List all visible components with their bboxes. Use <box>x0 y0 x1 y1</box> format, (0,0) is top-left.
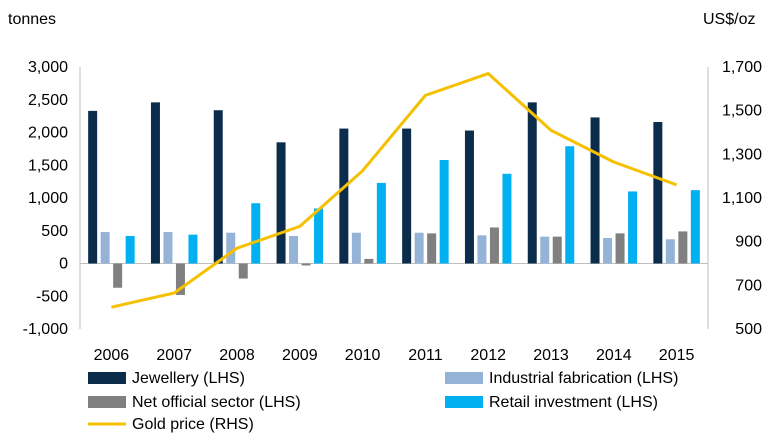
bar-net-official-sector-lhs <box>301 263 311 266</box>
bar-retail-investment-lhs <box>502 173 512 264</box>
plot-area: 3,000 2,500 2,000 1,500 1,000 500 0 -500 -1,000 1… <box>23 59 762 364</box>
bar-jewellery-lhs <box>88 110 98 264</box>
legend-label-retail-investment-lhs: Retail investment (LHS) <box>489 394 658 411</box>
bar-industrial-fabrication-lhs <box>665 239 675 264</box>
bar-jewellery-lhs <box>339 128 349 264</box>
right-tick-label: 1,100 <box>722 190 762 207</box>
bar-retail-investment-lhs <box>251 203 261 264</box>
bar-industrial-fabrication-lhs <box>540 236 550 264</box>
bar-jewellery-lhs <box>213 110 223 264</box>
right-tick-label: 500 <box>735 321 762 338</box>
bar-retail-investment-lhs <box>439 160 449 264</box>
bar-jewellery-lhs <box>402 128 412 264</box>
bar-jewellery-lhs <box>276 142 286 264</box>
gold-price-line <box>111 72 678 309</box>
bar-retail-investment-lhs <box>188 234 198 264</box>
legend-label-gold-price-rhs: Gold price (RHS) <box>132 416 254 433</box>
bar-retail-investment-lhs <box>125 235 135 264</box>
legend-label-industrial-fabrication-lhs: Industrial fabrication (LHS) <box>489 370 678 387</box>
legend-swatch-retail-investment-lhs <box>445 396 483 408</box>
bar-jewellery-lhs <box>464 130 474 264</box>
bar-industrial-fabrication-lhs <box>100 232 110 264</box>
bar-jewellery-lhs <box>653 122 663 264</box>
bar-retail-investment-lhs <box>314 208 324 264</box>
bar-net-official-sector-lhs <box>678 231 688 264</box>
left-tick-label: 2,500 <box>28 92 68 109</box>
bar-retail-investment-lhs <box>565 146 575 264</box>
bar-net-official-sector-lhs <box>175 263 185 295</box>
legend-label-jewellery-lhs: Jewellery (LHS) <box>132 370 245 387</box>
x-tick-label: 2011 <box>408 347 443 364</box>
bar-jewellery-lhs <box>150 102 160 264</box>
bar-net-official-sector-lhs <box>364 258 374 264</box>
x-tick-label: 2008 <box>219 347 255 364</box>
bar-net-official-sector-lhs <box>489 227 499 264</box>
bar-net-official-sector-lhs <box>113 263 123 288</box>
x-tick-label: 2014 <box>596 347 632 364</box>
right-axis-unit: US$/oz <box>703 11 755 28</box>
left-tick-label: -500 <box>36 288 68 305</box>
bar-industrial-fabrication-lhs <box>414 232 424 264</box>
x-tick-label: 2013 <box>533 347 569 364</box>
bar-retail-investment-lhs <box>376 182 386 264</box>
x-tick-label: 2015 <box>659 347 695 364</box>
x-tick-label: 2009 <box>282 347 318 364</box>
bar-retail-investment-lhs <box>690 190 700 264</box>
bar-industrial-fabrication-lhs <box>603 237 613 264</box>
right-tick-label: 1,700 <box>722 59 762 76</box>
bar-industrial-fabrication-lhs <box>226 232 236 264</box>
right-tick-label: 700 <box>735 277 762 294</box>
legend-swatch-net-official-sector-lhs <box>88 396 126 408</box>
bar-industrial-fabrication-lhs <box>477 235 487 264</box>
x-tick-label: 2006 <box>94 347 130 364</box>
right-tick-label: 1,300 <box>722 146 762 163</box>
right-tick-label: 900 <box>735 234 762 251</box>
bar-jewellery-lhs <box>527 102 537 264</box>
legend-swatch-jewellery-lhs <box>88 372 126 384</box>
bar-net-official-sector-lhs <box>552 236 562 264</box>
bar-jewellery-lhs <box>590 117 600 264</box>
bar-industrial-fabrication-lhs <box>351 232 361 264</box>
left-tick-label: 1,000 <box>28 190 68 207</box>
x-tick-label: 2010 <box>345 347 381 364</box>
left-axis-unit: tonnes <box>8 11 56 28</box>
left-tick-label: 2,000 <box>28 125 68 142</box>
bar-net-official-sector-lhs <box>238 263 248 279</box>
left-tick-label: 0 <box>59 256 68 273</box>
bar-net-official-sector-lhs <box>615 233 625 264</box>
legend: Jewellery (LHS) Industrial fabrication (L… <box>88 370 678 433</box>
bar-retail-investment-lhs <box>628 191 638 264</box>
left-tick-label: 3,000 <box>28 59 68 76</box>
bar-net-official-sector-lhs <box>427 233 437 264</box>
legend-label-net-official-sector-lhs: Net official sector (LHS) <box>132 394 301 411</box>
left-tick-label: -1,000 <box>23 321 68 338</box>
left-tick-label: 1,500 <box>28 157 68 174</box>
x-tick-label: 2007 <box>156 347 192 364</box>
bar-industrial-fabrication-lhs <box>289 235 299 264</box>
legend-swatch-industrial-fabrication-lhs <box>445 372 483 384</box>
left-tick-label: 500 <box>41 223 68 240</box>
right-tick-label: 1,500 <box>722 103 762 120</box>
bar-industrial-fabrication-lhs <box>163 232 173 264</box>
x-tick-label: 2012 <box>470 347 506 364</box>
